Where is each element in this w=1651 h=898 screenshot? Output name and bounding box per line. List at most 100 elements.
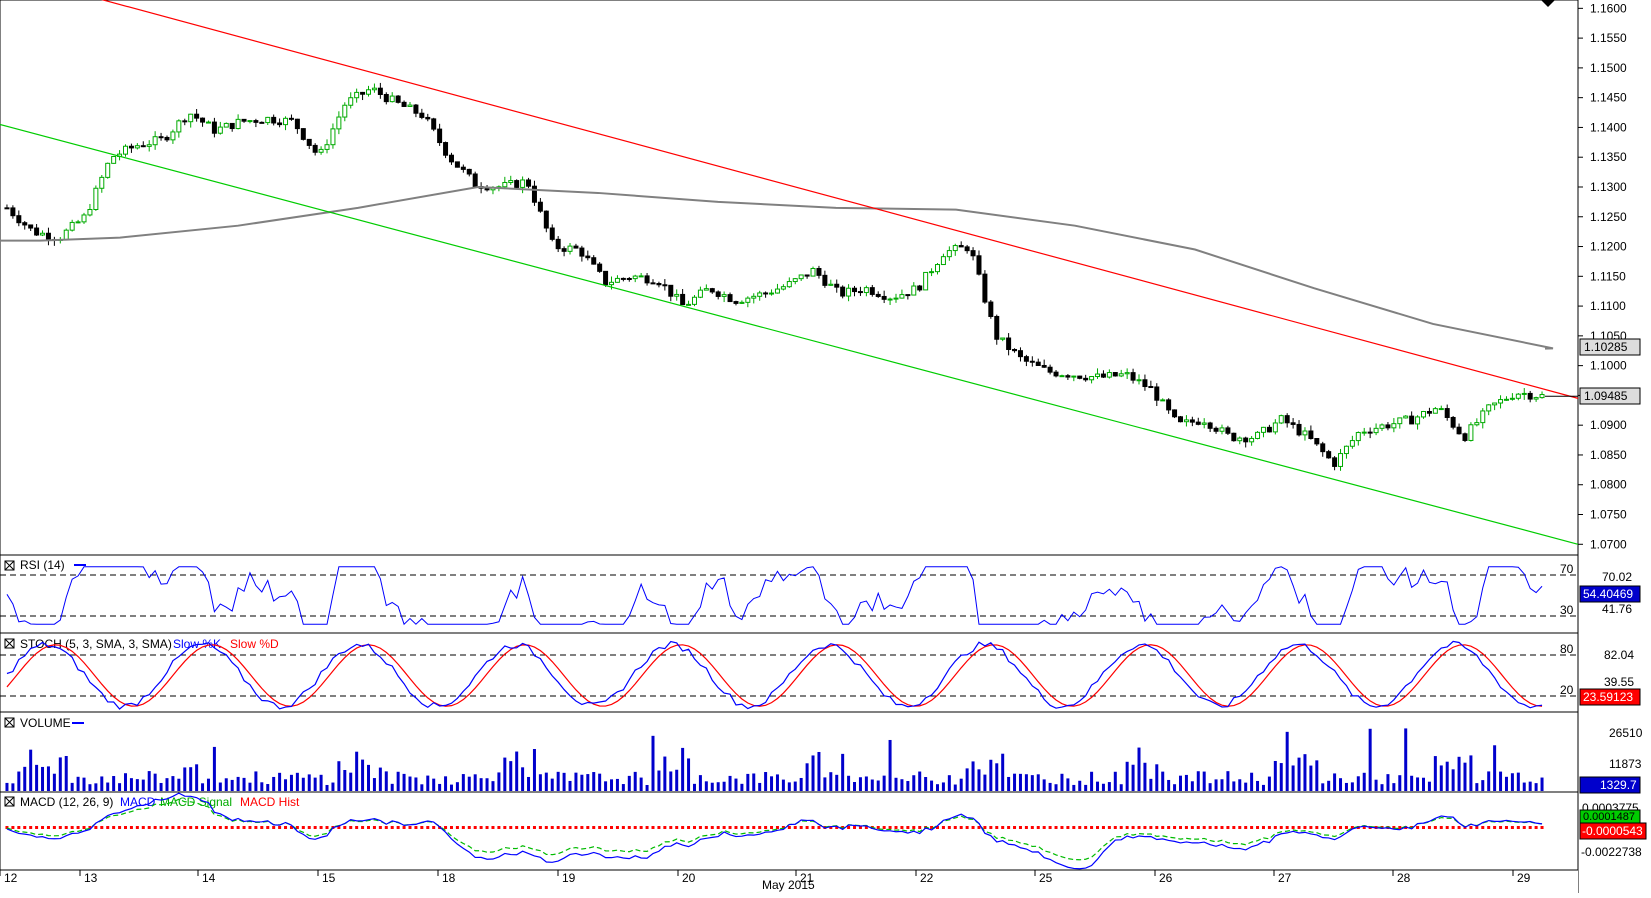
scroll-arrow-icon[interactable] <box>1541 0 1555 7</box>
candle-body <box>1201 422 1207 425</box>
candle-body <box>241 118 247 122</box>
stoch-close-icon[interactable] <box>4 638 15 649</box>
candle-body <box>395 95 401 103</box>
volume-bar <box>811 755 815 791</box>
volume-bar <box>663 756 667 791</box>
time-axis: 12 13 14 15 18 19 20 21 22 25 26 27 28 29 May 2015 <box>0 869 1578 893</box>
candle-body <box>1391 423 1397 429</box>
volume-bar <box>651 735 655 791</box>
candle-body <box>674 293 680 297</box>
macd-hist-bar <box>912 826 916 829</box>
macd-hist-bar <box>1149 826 1153 829</box>
candle-body <box>917 285 923 291</box>
candle-body <box>431 118 437 130</box>
volume-bar <box>1137 747 1141 791</box>
candle-body <box>875 293 881 297</box>
volume-bar <box>805 763 809 791</box>
ma-value-box: 1.10285 <box>1579 338 1641 356</box>
volume-bar <box>331 782 335 791</box>
volume-bar <box>278 772 282 791</box>
volume-bar <box>574 772 578 791</box>
volume-bar <box>639 777 643 791</box>
macd-hist-bar <box>1190 826 1194 829</box>
candle-body <box>194 113 200 119</box>
macd-hist-bar <box>1344 826 1348 829</box>
macd-hist-bar <box>645 826 649 829</box>
macd-hist-bar <box>171 826 175 829</box>
volume-close-icon[interactable] <box>4 717 15 728</box>
volume-axis-high: 26510 <box>1609 726 1643 740</box>
volume-bar <box>781 779 785 791</box>
candle-body <box>1367 431 1373 434</box>
macd-hist-bar <box>1238 826 1242 829</box>
volume-bar <box>764 772 768 791</box>
candle-body <box>591 257 597 265</box>
volume-bar <box>1356 776 1360 791</box>
macd-hist-bar <box>1107 826 1111 829</box>
volume-bar <box>615 778 619 791</box>
candle-body <box>798 274 804 280</box>
macd-hist-bar <box>307 826 311 829</box>
volume-bar <box>236 776 240 791</box>
candle-body <box>680 293 686 306</box>
volume-bar <box>1096 781 1100 791</box>
price-tick-label: 1.1350 <box>1590 150 1627 164</box>
macd-hist-bar <box>793 826 797 829</box>
volume-bar <box>586 774 590 791</box>
candle-body <box>188 113 194 123</box>
candle-body <box>834 283 840 288</box>
candle-body <box>1219 427 1225 432</box>
volume-bar <box>580 774 584 791</box>
macd-hist-bar <box>781 826 785 829</box>
candle-body <box>638 275 644 278</box>
macd-hist-bar <box>35 826 39 829</box>
volume-bar <box>1291 765 1295 791</box>
volume-bar <box>983 774 987 791</box>
candle-body <box>123 145 129 155</box>
macd-hist-bar <box>1315 826 1319 829</box>
volume-bar <box>604 781 608 791</box>
volume-bar <box>272 776 276 791</box>
volume-bar <box>734 778 738 791</box>
macd-hist-bar <box>1137 826 1141 829</box>
macd-hist-bar <box>811 826 815 829</box>
candle-body <box>686 303 692 306</box>
volume-bar <box>461 774 465 791</box>
macd-hist-bar <box>497 826 501 829</box>
macd-hist-bar <box>906 826 910 829</box>
candle-body <box>1278 415 1284 424</box>
price-tick-label: 1.1000 <box>1590 359 1627 373</box>
macd-hist-bar <box>627 826 631 829</box>
candle-body <box>1041 364 1047 368</box>
macd-signal-line <box>6 798 1543 861</box>
candle-body <box>1302 430 1308 436</box>
macd-hist-bar <box>1226 826 1230 829</box>
rsi-close-icon[interactable] <box>4 560 15 571</box>
candle-body <box>4 207 10 210</box>
volume-bar <box>367 764 371 791</box>
macd-hist-bar <box>817 826 821 829</box>
candle-body <box>1106 372 1112 378</box>
volume-bar <box>242 777 246 791</box>
macd-hist-bar <box>521 826 525 829</box>
candle-body <box>63 229 69 241</box>
candle-body <box>1296 423 1302 436</box>
candle-body <box>697 289 703 298</box>
candle-body <box>336 116 342 130</box>
macd-hist-bar <box>289 826 293 829</box>
macd-hist-bar <box>141 826 145 829</box>
stoch-d-label: Slow %D <box>230 637 279 651</box>
volume-panel: VOLUME 26510 11873 1329.7 <box>0 711 1643 794</box>
macd-hist-bar <box>544 826 548 829</box>
macd-hist-bar <box>1090 826 1094 829</box>
macd-hist-bar <box>1096 826 1100 829</box>
macd-hist-bar <box>70 826 74 829</box>
candle-body <box>994 315 1000 340</box>
macd-hist-bar <box>752 826 756 829</box>
macd-close-icon[interactable] <box>4 796 15 807</box>
candle-body <box>828 283 834 286</box>
volume-bar <box>1030 775 1034 791</box>
macd-hist-bar <box>100 826 104 829</box>
macd-hist-bar <box>218 826 222 829</box>
candle-body <box>128 145 134 149</box>
